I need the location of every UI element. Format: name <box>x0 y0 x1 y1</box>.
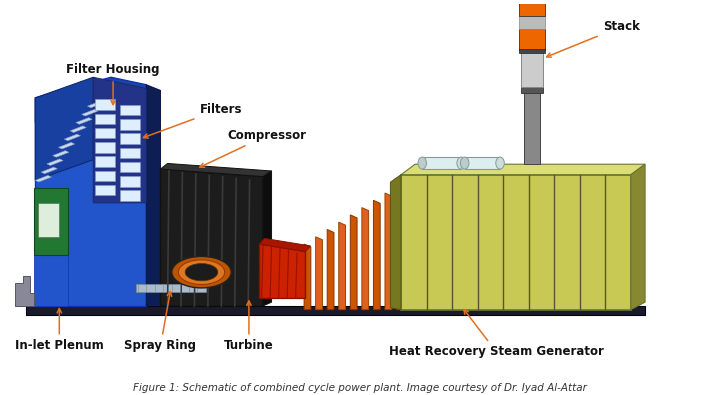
Circle shape <box>185 263 218 281</box>
Bar <box>95 156 115 167</box>
Bar <box>95 171 115 181</box>
Polygon shape <box>338 222 346 310</box>
Bar <box>38 203 59 237</box>
Polygon shape <box>631 164 645 310</box>
Polygon shape <box>315 237 323 310</box>
Polygon shape <box>397 186 403 310</box>
Bar <box>519 0 544 16</box>
Polygon shape <box>64 134 81 141</box>
Bar <box>521 87 543 93</box>
Bar <box>120 162 140 173</box>
Polygon shape <box>385 193 392 310</box>
Ellipse shape <box>457 157 465 169</box>
Polygon shape <box>35 77 146 122</box>
Polygon shape <box>87 101 104 108</box>
Bar <box>95 100 115 110</box>
Bar <box>34 255 68 306</box>
Bar <box>95 142 115 152</box>
Bar <box>464 157 500 169</box>
Polygon shape <box>58 143 75 149</box>
Polygon shape <box>146 85 161 306</box>
Bar <box>519 16 544 29</box>
Bar <box>120 176 140 187</box>
Ellipse shape <box>496 157 504 169</box>
Text: Filter Housing: Filter Housing <box>66 63 160 105</box>
Ellipse shape <box>460 157 469 169</box>
Polygon shape <box>351 215 357 310</box>
Polygon shape <box>263 171 271 306</box>
Bar <box>519 29 544 50</box>
Polygon shape <box>15 276 34 306</box>
Text: Spray Ring: Spray Ring <box>125 292 197 352</box>
Polygon shape <box>35 122 146 306</box>
Polygon shape <box>35 175 52 182</box>
Polygon shape <box>76 118 92 124</box>
Polygon shape <box>81 109 98 116</box>
Text: Filters: Filters <box>143 103 242 138</box>
Text: Turbine: Turbine <box>224 301 274 352</box>
Bar <box>95 114 115 124</box>
Polygon shape <box>41 167 58 174</box>
Bar <box>120 134 140 144</box>
Polygon shape <box>362 208 369 310</box>
Bar <box>422 157 461 169</box>
Text: Stack: Stack <box>546 20 639 57</box>
Bar <box>401 175 631 310</box>
Text: Compressor: Compressor <box>200 129 307 167</box>
Polygon shape <box>259 239 310 252</box>
Polygon shape <box>70 126 86 132</box>
Bar <box>519 49 544 53</box>
Polygon shape <box>408 179 415 310</box>
Bar <box>95 185 115 195</box>
Ellipse shape <box>418 157 426 169</box>
Polygon shape <box>401 164 645 175</box>
Polygon shape <box>327 229 334 310</box>
Polygon shape <box>161 169 263 306</box>
Polygon shape <box>304 244 311 310</box>
Text: Heat Recovery Steam Generator: Heat Recovery Steam Generator <box>389 309 604 359</box>
Bar <box>524 89 540 164</box>
Bar <box>120 190 140 201</box>
Circle shape <box>179 260 225 284</box>
Bar <box>120 105 140 115</box>
Bar <box>120 119 140 130</box>
Polygon shape <box>259 244 305 298</box>
Polygon shape <box>390 175 401 310</box>
Polygon shape <box>47 159 63 166</box>
Bar <box>34 188 68 255</box>
Text: Figure 1: Schematic of combined cycle power plant. Image courtesy of Dr. Iyad Al: Figure 1: Schematic of combined cycle po… <box>133 383 587 393</box>
Polygon shape <box>94 77 146 203</box>
Bar <box>120 148 140 158</box>
Circle shape <box>172 256 231 288</box>
Text: In-let Plenum: In-let Plenum <box>15 308 104 352</box>
Polygon shape <box>53 150 69 157</box>
Bar <box>135 284 207 292</box>
Polygon shape <box>374 200 380 310</box>
Polygon shape <box>161 164 271 177</box>
Polygon shape <box>35 77 94 181</box>
Bar <box>521 50 542 87</box>
Bar <box>26 306 645 315</box>
Bar <box>95 128 115 138</box>
